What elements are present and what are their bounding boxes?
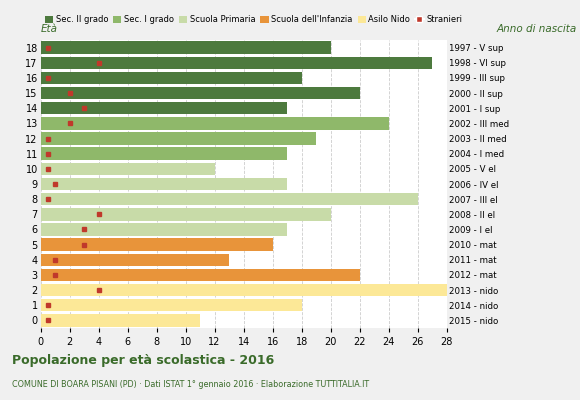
- Bar: [41, 102, 287, 114]
- Bar: [41, 56, 432, 69]
- Bar: [41, 178, 287, 190]
- Bar: [41, 299, 302, 312]
- Bar: [41, 254, 229, 266]
- Text: COMUNE DI BOARA PISANI (PD) · Dati ISTAT 1° gennaio 2016 · Elaborazione TUTTITAL: COMUNE DI BOARA PISANI (PD) · Dati ISTAT…: [12, 380, 369, 389]
- Bar: [41, 284, 447, 296]
- Text: Anno di nascita: Anno di nascita: [497, 24, 577, 34]
- Bar: [41, 41, 331, 54]
- Bar: [41, 117, 389, 130]
- Bar: [41, 269, 360, 281]
- Bar: [41, 132, 316, 145]
- Bar: [41, 148, 287, 160]
- Text: Popolazione per età scolastica - 2016: Popolazione per età scolastica - 2016: [12, 354, 274, 367]
- Bar: [41, 314, 200, 327]
- Bar: [41, 193, 418, 205]
- Bar: [41, 223, 287, 236]
- Bar: [41, 238, 273, 251]
- Legend: Sec. II grado, Sec. I grado, Scuola Primaria, Scuola dell'Infanzia, Asilo Nido, : Sec. II grado, Sec. I grado, Scuola Prim…: [45, 15, 462, 24]
- Text: Età: Età: [41, 24, 57, 34]
- Bar: [41, 163, 215, 175]
- Bar: [41, 208, 331, 220]
- Bar: [41, 87, 360, 99]
- Bar: [41, 72, 302, 84]
